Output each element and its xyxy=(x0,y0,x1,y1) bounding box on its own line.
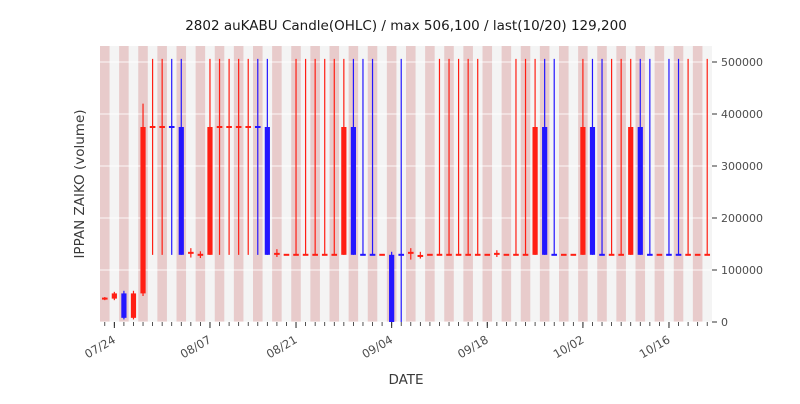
svg-text:08/21: 08/21 xyxy=(264,332,300,361)
svg-text:300000: 300000 xyxy=(721,160,763,173)
svg-text:100000: 100000 xyxy=(721,264,763,277)
svg-text:10/02: 10/02 xyxy=(551,332,587,361)
y-axis-label: IPPAN ZAIKO (volume) xyxy=(72,109,88,258)
x-axis-label: DATE xyxy=(388,372,423,388)
svg-text:08/07: 08/07 xyxy=(178,332,214,361)
svg-text:500000: 500000 xyxy=(721,56,763,69)
svg-text:0: 0 xyxy=(721,316,728,329)
plot-area: 0 100000 200000 300000 400000 500000 07/24 08/0… xyxy=(82,46,763,361)
svg-text:10/16: 10/16 xyxy=(637,332,673,361)
chart-title: 2802 auKABU Candle(OHLC) / max 506,100 /… xyxy=(185,18,627,34)
svg-text:400000: 400000 xyxy=(721,108,763,121)
svg-text:09/18: 09/18 xyxy=(455,332,491,361)
svg-text:200000: 200000 xyxy=(721,212,763,225)
svg-text:07/24: 07/24 xyxy=(82,332,118,361)
svg-text:09/04: 09/04 xyxy=(359,332,395,361)
